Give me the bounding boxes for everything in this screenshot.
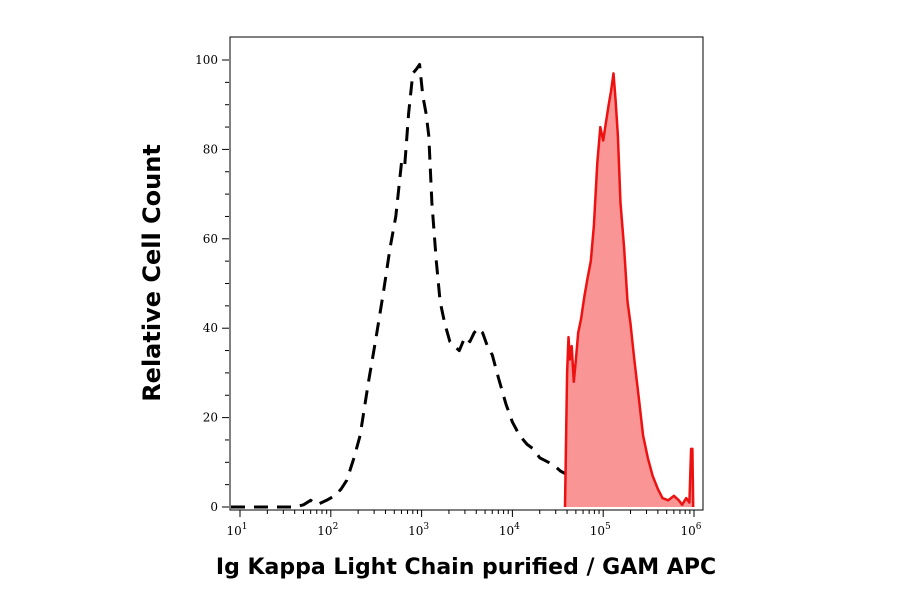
plot-frame: [229, 36, 704, 511]
x-axis: 101 102 103 104 105 106: [226, 510, 702, 538]
y-tick-label: 0: [210, 500, 218, 514]
y-tick-label: 40: [203, 321, 218, 335]
x-tick-label: 105: [590, 522, 611, 538]
x-tick-label: 102: [317, 522, 338, 538]
series-0-line: [231, 63, 566, 509]
plot-area: [229, 36, 704, 511]
y-tick-label: 20: [203, 411, 218, 425]
x-axis-title: Ig Kappa Light Chain purified / GAM APC: [216, 555, 716, 580]
x-tick-label: 103: [408, 522, 429, 538]
series-1-line: [563, 72, 695, 508]
y-axis-title: Relative Cell Count: [138, 144, 166, 402]
y-tick-label: 60: [203, 232, 218, 246]
x-tick-label: 106: [680, 522, 701, 538]
y-tick-label: 100: [195, 53, 218, 67]
x-tick-label: 104: [499, 522, 520, 538]
y-tick-label: 80: [203, 142, 218, 156]
series-layer: [231, 63, 695, 509]
y-axis: 0 20 40 60 80 100: [195, 53, 229, 514]
x-tick-label: 101: [226, 522, 247, 538]
